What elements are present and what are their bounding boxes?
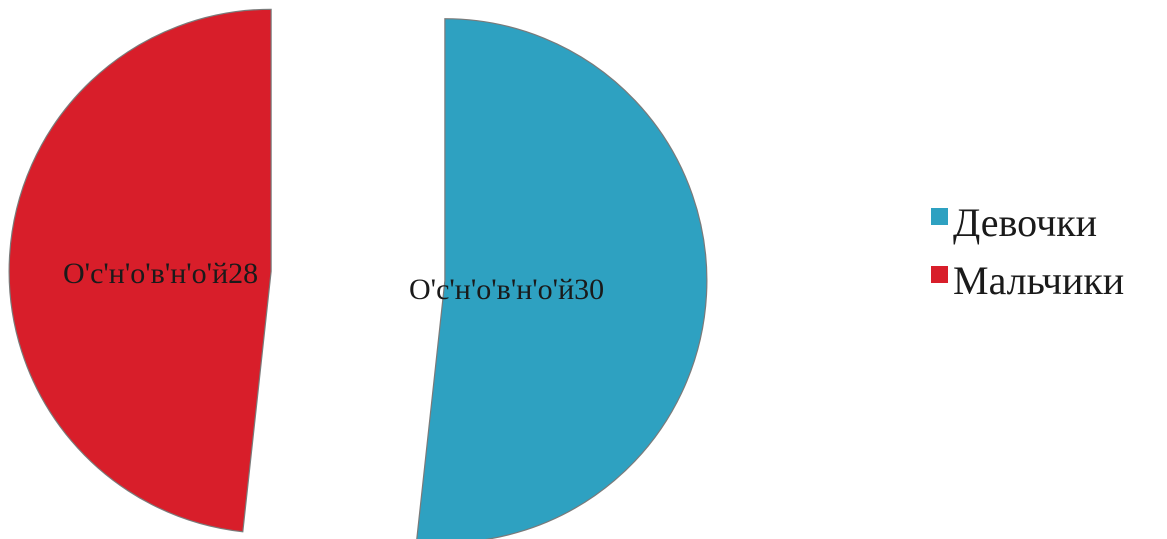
legend: Девочки Мальчики	[931, 200, 1124, 303]
legend-item-malchiki: Мальчики	[931, 258, 1124, 303]
legend-item-devochki: Девочки	[931, 200, 1097, 245]
slice-label-devochki: О'с'н'о'в'н'о'й30	[409, 273, 604, 306]
pie-slice-malchiki	[8, 8, 272, 533]
slice-label-malchiki: О'с'н'о'в'н'о'й28	[63, 257, 258, 290]
pie-slices	[8, 8, 708, 539]
slice-labels: О'с'н'о'в'н'о'й28 О'с'н'о'в'н'о'й30	[63, 257, 604, 306]
legend-label-malchiki: Мальчики	[953, 258, 1124, 303]
legend-swatch-devochki	[931, 208, 948, 225]
pie-slice-devochki	[416, 18, 708, 539]
legend-label-devochki: Девочки	[953, 200, 1097, 245]
legend-swatch-malchiki	[931, 266, 948, 283]
